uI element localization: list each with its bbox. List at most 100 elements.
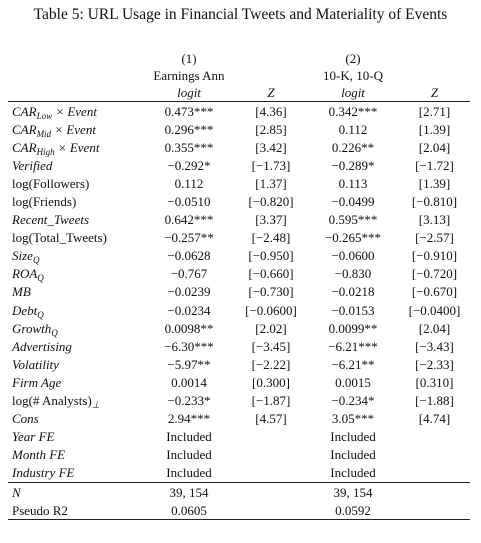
header-row: (1) (2) [8, 50, 470, 67]
label-suffix: × Event [54, 121, 96, 137]
cell: [−0.820] [248, 194, 294, 210]
row-label: CARLow × Event [8, 101, 143, 121]
cell: [3.13] [418, 212, 451, 228]
cell: −0.0234 [167, 302, 211, 318]
row-label: Volatility [8, 355, 143, 373]
cell: 0.342*** [307, 101, 399, 121]
cell: −0.0510 [167, 194, 211, 210]
table-title: Table 5: URL Usage in Financial Tweets a… [33, 6, 448, 23]
cell: Included [330, 447, 376, 463]
label-text: log(# Analysts) [12, 393, 92, 409]
cell [235, 481, 307, 502]
sample-name: 10-K, 10-Q [323, 68, 383, 83]
cell: −6.30*** [164, 338, 214, 354]
label-subscript: Q [37, 273, 44, 284]
table-row: Advertising −6.30*** [−3.45] −6.21*** [−3.43… [8, 337, 470, 355]
row-label: Year FE [8, 428, 143, 446]
cell: 0.0014 [171, 374, 207, 390]
cell: Included [166, 429, 212, 445]
cell: −0.0218 [331, 284, 375, 300]
label-text: Year FE [12, 429, 55, 445]
cell: −5.97** [167, 356, 211, 372]
label-subscript: High [36, 146, 55, 157]
row-label: N [8, 481, 143, 502]
table-row: Verified −0.292* [−1.73] −0.289* [−1.72] [8, 156, 470, 174]
cell: Included [166, 447, 212, 463]
cell: 0.112 [174, 175, 204, 191]
cell [399, 464, 470, 483]
cell: 0.355*** [164, 139, 214, 155]
label-text: Debt [12, 302, 38, 318]
table-row: SizeQ −0.0628 [−0.950] −0.0600 [−0.910] [8, 247, 470, 265]
table-row: CARLow × Event 0.473*** [4.36] 0.342*** [2.7… [8, 101, 470, 121]
sample-name: Earnings Ann [153, 68, 225, 83]
column-header: Z [430, 85, 439, 100]
cell: −0.265*** [324, 230, 382, 246]
label-subscript: Q [37, 309, 44, 320]
table-row: N 39, 154 39, 154 [8, 481, 470, 502]
cell: [3.42] [255, 139, 287, 155]
header-row: Earnings Ann 10-K, 10-Q [8, 67, 470, 84]
cell: −0.0600 [331, 248, 375, 264]
cell [235, 501, 307, 521]
cell: [0.300] [252, 374, 290, 390]
column-header: Z [267, 85, 275, 100]
table-row: Year FE Included Included [8, 428, 470, 446]
cell: [−0.0400] [408, 302, 461, 318]
label-text: Industry FE [12, 465, 75, 481]
label-text: ROA [12, 266, 38, 282]
label-suffix: × Event [55, 103, 97, 119]
table-row: log(Followers) 0.112 [1.37] 0.113 [1.39] [8, 174, 470, 192]
cell: Included [166, 465, 212, 481]
row-label: log(Friends) [8, 192, 143, 210]
cell: 0.0592 [307, 501, 399, 521]
cell: −0.257** [164, 230, 214, 246]
row-label: log(Total_Tweets) [8, 229, 143, 247]
cell [399, 428, 470, 446]
table-row: log(Total_Tweets) −0.257** [−2.48] −0.265**… [8, 229, 470, 247]
row-label: Month FE [8, 446, 143, 464]
cell: [−1.73] [251, 157, 291, 173]
cell: 0.0098** [164, 320, 214, 336]
table-row: DebtQ −0.0234 [−0.0600] −0.0153 [−0.0400] [8, 301, 470, 320]
label-text: Size [12, 248, 33, 264]
label-text: CAR [12, 121, 37, 137]
row-label: DebtQ [8, 301, 143, 320]
table-row: CARMid × Event 0.296*** [2.85] 0.112 [1.39] [8, 120, 470, 139]
label-text: CAR [12, 103, 37, 119]
label-text: Cons [12, 411, 39, 427]
table-row: MB −0.0239 [−0.730] −0.0218 [−0.670] [8, 283, 470, 301]
cell: [−2.22] [251, 356, 291, 372]
row-label: ROAQ [8, 265, 143, 283]
cell: −0.767 [170, 266, 208, 282]
cell: [2.02] [255, 320, 287, 336]
cell: [2.04] [418, 139, 451, 155]
cell: [−1.88] [415, 393, 454, 409]
table-row: Pseudo R2 0.0605 0.0592 [8, 501, 470, 521]
label-subscript: Mid [36, 128, 52, 139]
cell: [−0.660] [248, 266, 294, 282]
cell: −6.21*** [328, 338, 378, 354]
cell: 39, 154 [307, 481, 399, 502]
column-header: logit [341, 85, 365, 100]
row-label: Recent_Tweets [8, 211, 143, 229]
row-label: Advertising [8, 337, 143, 355]
label-subscript: Low [36, 110, 53, 121]
table-row: log(# Analysts)⊥ −0.233* [−1.87] −0.234* [−1… [8, 392, 470, 410]
cell: 0.595*** [328, 212, 378, 228]
cell: −6.21** [331, 356, 375, 372]
cell: −0.0499 [331, 194, 375, 210]
cell [235, 446, 307, 464]
cell: [2.71] [399, 101, 470, 121]
table-row: Volatility −5.97** [−2.22] −6.21** [−2.33] [8, 355, 470, 373]
table-row: CARHigh × Event 0.355*** [3.42] 0.226** [2.0… [8, 138, 470, 157]
cell: −0.233* [167, 393, 211, 409]
cell: [−0.810] [411, 194, 458, 210]
cell: 0.296*** [164, 121, 214, 137]
label-text: Advertising [12, 338, 72, 354]
label-suffix: × Event [57, 139, 100, 155]
cell: [4.74] [418, 411, 451, 427]
row-label: MB [8, 283, 143, 301]
table-row: Month FE Included Included [8, 446, 470, 464]
